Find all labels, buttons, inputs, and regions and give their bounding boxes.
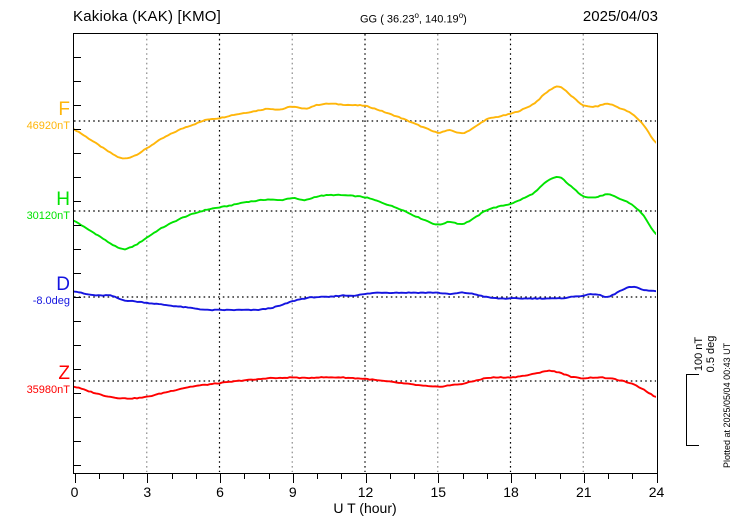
geo-longitude: 140.19 [425,13,459,26]
component-label-D: D -8.0deg [4,275,70,308]
x-axis-tick-major [292,474,294,483]
geo-label: GG [360,13,378,26]
y-axis-tick [73,81,81,82]
x-axis-tick-minor [171,474,173,479]
x-axis-tick-minor [317,474,318,479]
x-axis-tick-minor [535,474,537,479]
component-letter-Z: Z [58,363,70,384]
x-axis-label: 21 [575,484,592,500]
plot-svg [74,34,656,472]
scale-bar [686,374,700,446]
x-axis-label: 15 [430,484,447,500]
x-axis-tick-minor [268,474,270,479]
y-axis-tick [73,273,81,274]
y-axis-tick [73,369,81,370]
station-title: Kakioka (KAK) [KMO] [73,8,222,25]
x-axis-tick-minor [123,474,124,479]
x-axis-tick-major [147,474,149,483]
component-baseline-H: 30120nT [26,210,70,222]
y-axis-tick [73,57,81,58]
component-baseline-F: 46920nT [26,120,70,132]
component-label-Z: Z 35980nT [4,364,70,397]
x-axis-tick-minor [341,474,343,479]
x-axis-tick-minor [389,474,391,479]
component-baseline-D: -8.0deg [32,295,70,307]
x-axis-tick-major [220,474,221,483]
y-axis-tick [73,297,81,298]
x-axis-tick-major [656,474,658,483]
x-axis-title: U T (hour) [333,500,397,516]
y-axis-tick [73,225,81,226]
geo-close-paren: ) [463,13,467,26]
y-axis-tick [73,393,81,394]
x-axis-tick-minor [486,474,488,479]
component-letter-H: H [56,189,70,210]
x-axis-label: 9 [288,484,297,500]
x-axis-tick-minor [195,474,197,479]
component-letter-D: D [56,274,70,295]
geo-latitude: 36.23 [386,13,415,26]
magnetogram-plot-area [73,33,658,474]
y-axis-tick [73,129,81,130]
geographic-coordinates: GG ( 36.23o, 140.19o) [360,11,467,26]
component-letter-F: F [58,99,70,120]
chart-header: Kakioka (KAK) [KMO] GG ( 36.23o, 140.19o… [0,0,730,33]
x-axis-tick-minor [414,474,415,479]
scale-bar-cap-bottom [686,445,699,446]
x-axis-tick-minor [462,474,464,479]
x-axis-tick-major [583,474,585,483]
geo-open-paren: ( [380,13,384,26]
y-axis-tick [73,177,81,178]
degree-symbol-lat: o [414,11,419,20]
component-label-F: F 46920nT [4,100,70,133]
y-axis-tick [73,153,81,154]
y-axis-tick [73,249,81,250]
plot-inner [74,34,657,473]
degree-symbol-lon: o [458,11,464,20]
y-axis-tick [73,417,81,418]
x-axis-tick-minor [632,474,634,479]
x-axis-label: 0 [70,484,79,500]
x-axis-label: 18 [503,484,519,500]
y-axis-tick [73,441,81,442]
y-axis-tick [73,321,81,322]
scale-nt: 100 nT [693,336,705,372]
geo-comma: , [418,13,422,26]
y-axis-tick [73,345,81,346]
x-axis-tick-minor [559,474,561,479]
component-label-H: H 30120nT [4,190,70,223]
x-axis-label: 24 [648,484,665,500]
x-axis-tick-major [365,474,367,483]
x-axis-label: 12 [357,484,374,500]
y-axis-tick [73,465,81,466]
x-axis-tick-major [74,474,76,483]
plotted-at-timestamp: Plotted at 2025/05/04 00:43 UT [722,342,730,468]
scale-bar-cap-top [686,374,699,375]
x-axis-tick-major [438,474,440,483]
x-axis-label: 6 [216,484,224,500]
x-axis-tick-major [511,474,512,483]
observation-date: 2025/04/03 [582,8,658,25]
x-axis-tick-minor [244,474,246,479]
y-axis-tick [73,105,81,106]
x-axis-tick-minor [98,474,100,479]
scale-bar-label: 100 nT 0.5 deg [693,324,717,384]
scale-deg: 0.5 deg [705,335,717,373]
component-baseline-Z: 35980nT [26,384,70,396]
x-axis-tick-minor [608,474,609,479]
x-axis-label: 3 [143,484,152,500]
y-axis-tick [73,201,81,202]
